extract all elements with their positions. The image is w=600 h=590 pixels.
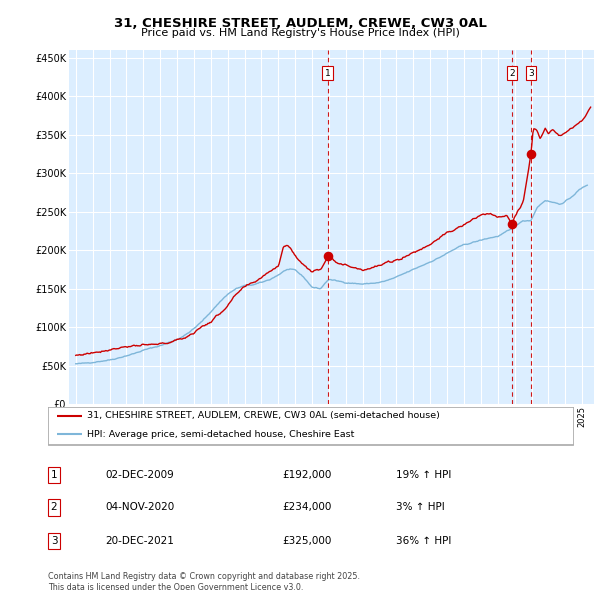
Text: £325,000: £325,000 <box>282 536 331 546</box>
Text: £234,000: £234,000 <box>282 503 331 512</box>
Text: 3% ↑ HPI: 3% ↑ HPI <box>396 503 445 512</box>
Text: Price paid vs. HM Land Registry's House Price Index (HPI): Price paid vs. HM Land Registry's House … <box>140 28 460 38</box>
Text: 19% ↑ HPI: 19% ↑ HPI <box>396 470 451 480</box>
Text: 3: 3 <box>50 536 58 546</box>
Text: £192,000: £192,000 <box>282 470 331 480</box>
Text: 04-NOV-2020: 04-NOV-2020 <box>105 503 174 512</box>
Text: 31, CHESHIRE STREET, AUDLEM, CREWE, CW3 0AL (semi-detached house): 31, CHESHIRE STREET, AUDLEM, CREWE, CW3 … <box>88 411 440 420</box>
Text: 31, CHESHIRE STREET, AUDLEM, CREWE, CW3 0AL: 31, CHESHIRE STREET, AUDLEM, CREWE, CW3 … <box>113 17 487 30</box>
Text: HPI: Average price, semi-detached house, Cheshire East: HPI: Average price, semi-detached house,… <box>88 430 355 439</box>
Point <box>323 252 332 261</box>
Text: 36% ↑ HPI: 36% ↑ HPI <box>396 536 451 546</box>
Text: 20-DEC-2021: 20-DEC-2021 <box>105 536 174 546</box>
Point <box>507 219 517 229</box>
Text: 2: 2 <box>509 68 515 78</box>
Text: 3: 3 <box>528 68 534 78</box>
Point <box>526 149 536 159</box>
Text: 1: 1 <box>50 470 58 480</box>
Text: 02-DEC-2009: 02-DEC-2009 <box>105 470 174 480</box>
Text: Contains HM Land Registry data © Crown copyright and database right 2025.
This d: Contains HM Land Registry data © Crown c… <box>48 572 360 590</box>
Text: 1: 1 <box>325 68 331 78</box>
Text: 2: 2 <box>50 503 58 512</box>
